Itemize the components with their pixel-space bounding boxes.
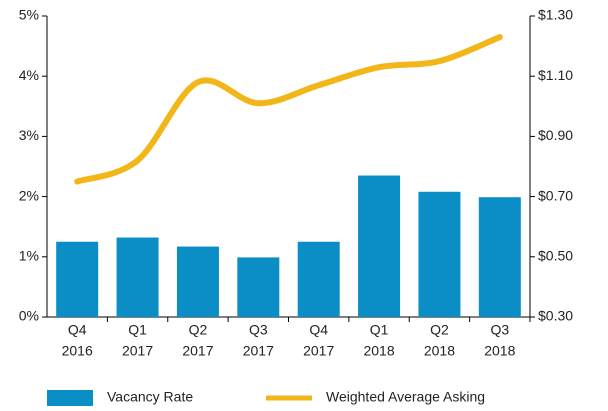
x-tick-label: 2017: [182, 343, 213, 359]
line: [74, 34, 503, 185]
x-tick-label: 2016: [62, 343, 93, 359]
x-tick-label: 2017: [243, 343, 274, 359]
legend-swatch: [47, 390, 93, 406]
bar: [56, 241, 99, 317]
x-tick-label: 2018: [363, 343, 394, 359]
bar: [358, 175, 401, 317]
y2-tick-label: $0.30: [538, 308, 573, 324]
y-tick-label: 1%: [19, 248, 39, 264]
y-tick-label: 4%: [19, 67, 39, 83]
y2-tick-label: $1.10: [538, 67, 573, 83]
x-tick-label: Q1: [370, 322, 389, 338]
bar: [418, 191, 461, 317]
x-tick-label: 2018: [484, 343, 515, 359]
y-tick-label: 0%: [19, 308, 39, 324]
bar: [237, 257, 280, 317]
y2-tick-label: $0.90: [538, 127, 573, 143]
bar: [176, 246, 219, 317]
y-tick-label: 3%: [19, 127, 39, 143]
x-tick-label: 2017: [303, 343, 334, 359]
x-tick-label: 2017: [122, 343, 153, 359]
x-tick-label: Q4: [309, 322, 328, 338]
x-tick-label: Q4: [68, 322, 87, 338]
x-tick-label: 2018: [424, 343, 455, 359]
legend-label: Weighted Average Asking: [326, 389, 485, 405]
x-tick-label: Q2: [189, 322, 208, 338]
y2-tick-label: $1.30: [538, 7, 573, 23]
y2-tick-label: $0.70: [538, 187, 573, 203]
y2-tick-label: $0.50: [538, 248, 573, 264]
x-tick-label: Q3: [249, 322, 268, 338]
y-tick-label: 5%: [19, 7, 39, 23]
bar: [116, 237, 159, 317]
bar: [478, 197, 521, 317]
x-tick-label: Q3: [490, 322, 509, 338]
y-tick-label: 2%: [19, 187, 39, 203]
x-tick-label: Q1: [128, 322, 147, 338]
x-tick-label: Q2: [430, 322, 449, 338]
legend-label: Vacancy Rate: [107, 389, 193, 405]
bar: [297, 241, 340, 317]
